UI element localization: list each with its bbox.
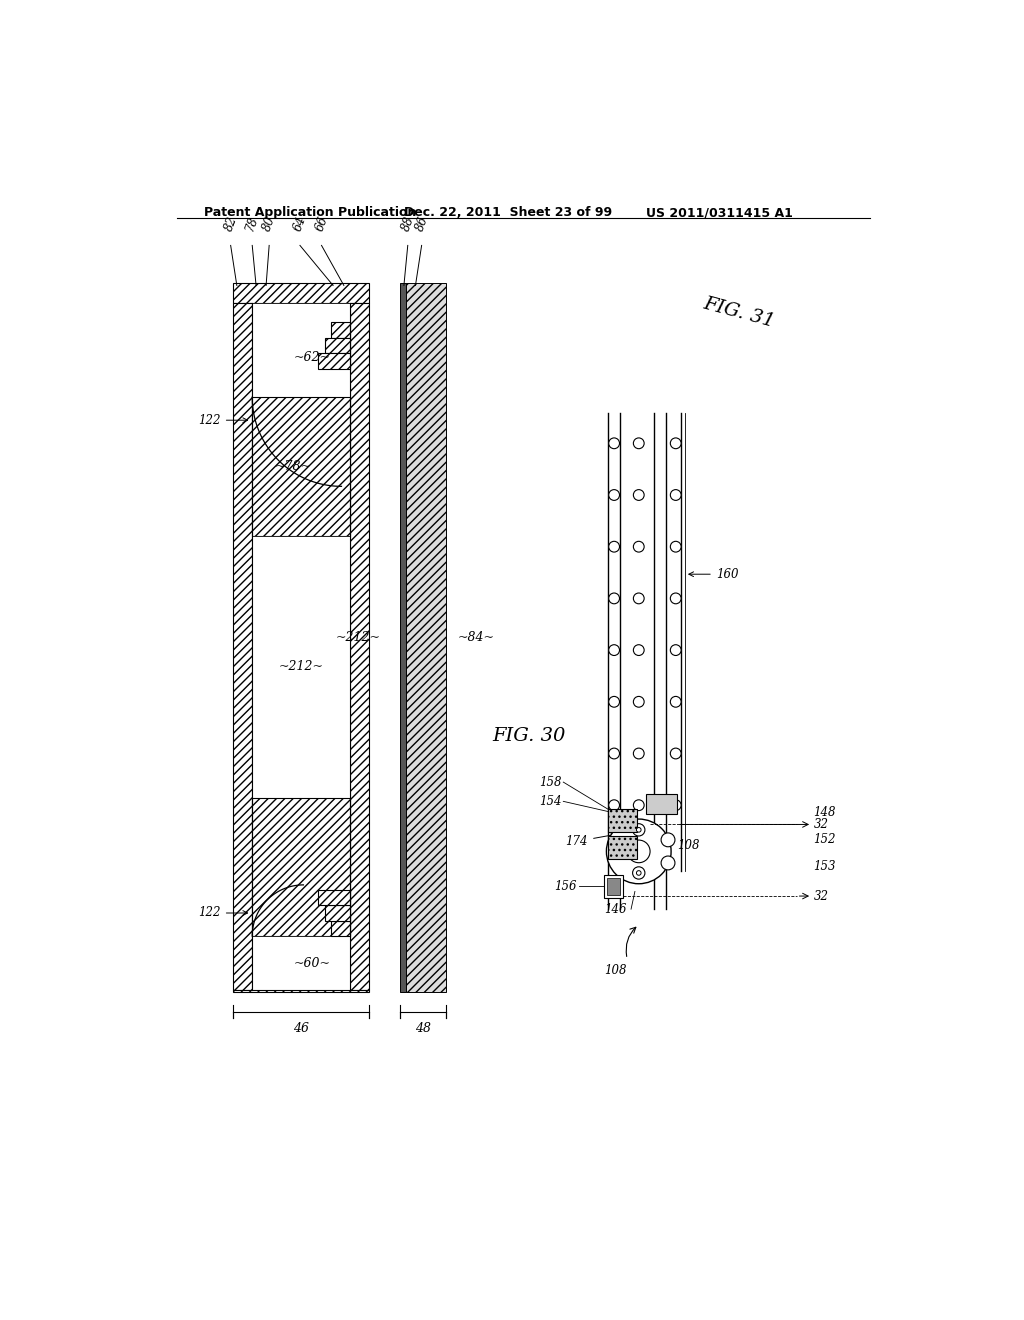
- Text: 146: 146: [604, 903, 627, 916]
- Circle shape: [637, 871, 641, 875]
- Circle shape: [634, 541, 644, 552]
- Text: 153: 153: [813, 861, 836, 874]
- Text: 174: 174: [565, 833, 615, 847]
- Bar: [646, 793, 677, 814]
- Text: ~60~: ~60~: [294, 957, 331, 970]
- Text: 156: 156: [555, 879, 578, 892]
- Bar: [233, 284, 370, 304]
- Bar: [407, 284, 446, 991]
- Text: FIG. 30: FIG. 30: [493, 727, 566, 744]
- Circle shape: [662, 857, 675, 870]
- Text: 160: 160: [689, 568, 738, 581]
- Bar: [252, 397, 350, 536]
- Circle shape: [634, 748, 644, 759]
- Circle shape: [634, 644, 644, 656]
- Text: ~212~: ~212~: [279, 660, 324, 673]
- Text: 88: 88: [399, 215, 417, 234]
- Text: 152: 152: [813, 833, 836, 846]
- Bar: [325, 338, 350, 354]
- Circle shape: [671, 593, 681, 603]
- Bar: [400, 284, 407, 991]
- Circle shape: [671, 644, 681, 656]
- Text: 64: 64: [291, 215, 308, 234]
- Text: 66: 66: [313, 215, 330, 234]
- Circle shape: [608, 541, 620, 552]
- Bar: [252, 536, 350, 797]
- Circle shape: [633, 867, 645, 879]
- Text: 122: 122: [199, 413, 248, 426]
- Bar: [331, 322, 350, 338]
- Circle shape: [608, 438, 620, 449]
- Text: ~62~: ~62~: [294, 351, 331, 364]
- Circle shape: [634, 438, 644, 449]
- Bar: [604, 874, 624, 898]
- Circle shape: [662, 833, 675, 847]
- Text: 108: 108: [677, 838, 699, 851]
- Text: 46: 46: [293, 1022, 309, 1035]
- Text: 158: 158: [540, 776, 562, 788]
- Text: 86: 86: [413, 215, 430, 234]
- Bar: [233, 304, 252, 990]
- Text: US 2011/0311415 A1: US 2011/0311415 A1: [646, 206, 794, 219]
- Circle shape: [634, 697, 644, 708]
- Text: FIG. 31: FIG. 31: [701, 294, 776, 330]
- Bar: [325, 906, 350, 921]
- Text: 122: 122: [199, 907, 248, 920]
- Circle shape: [671, 800, 681, 810]
- Circle shape: [671, 541, 681, 552]
- Circle shape: [637, 828, 641, 832]
- Text: 82: 82: [222, 215, 240, 234]
- Circle shape: [671, 748, 681, 759]
- Text: Dec. 22, 2011  Sheet 23 of 99: Dec. 22, 2011 Sheet 23 of 99: [403, 206, 612, 219]
- Text: 80: 80: [260, 215, 278, 234]
- Bar: [350, 304, 370, 990]
- Bar: [318, 890, 350, 906]
- Bar: [252, 936, 350, 990]
- Text: 154: 154: [540, 795, 562, 808]
- Bar: [607, 878, 621, 895]
- Circle shape: [671, 697, 681, 708]
- Text: 148: 148: [813, 807, 836, 820]
- Circle shape: [608, 800, 620, 810]
- Bar: [608, 836, 637, 859]
- Bar: [608, 809, 637, 832]
- Bar: [252, 797, 350, 936]
- Circle shape: [671, 438, 681, 449]
- Circle shape: [608, 644, 620, 656]
- Circle shape: [634, 593, 644, 603]
- Text: ~84~: ~84~: [458, 631, 495, 644]
- Circle shape: [628, 840, 650, 863]
- Text: 32: 32: [813, 818, 828, 832]
- Circle shape: [608, 748, 620, 759]
- Text: 108: 108: [604, 964, 627, 977]
- Bar: [318, 354, 350, 368]
- Text: Patent Application Publication: Patent Application Publication: [204, 206, 416, 219]
- Bar: [252, 304, 350, 397]
- Circle shape: [634, 490, 644, 500]
- Circle shape: [606, 818, 671, 884]
- Circle shape: [634, 800, 644, 810]
- Circle shape: [633, 824, 645, 836]
- Circle shape: [608, 593, 620, 603]
- Text: 48: 48: [415, 1022, 431, 1035]
- Bar: [233, 990, 370, 991]
- Circle shape: [671, 490, 681, 500]
- Bar: [331, 921, 350, 936]
- Text: ~212~: ~212~: [336, 631, 381, 644]
- Circle shape: [608, 490, 620, 500]
- Circle shape: [608, 697, 620, 708]
- Text: ~78~: ~78~: [274, 459, 312, 473]
- Text: 32: 32: [813, 890, 828, 903]
- Text: 78: 78: [244, 215, 261, 234]
